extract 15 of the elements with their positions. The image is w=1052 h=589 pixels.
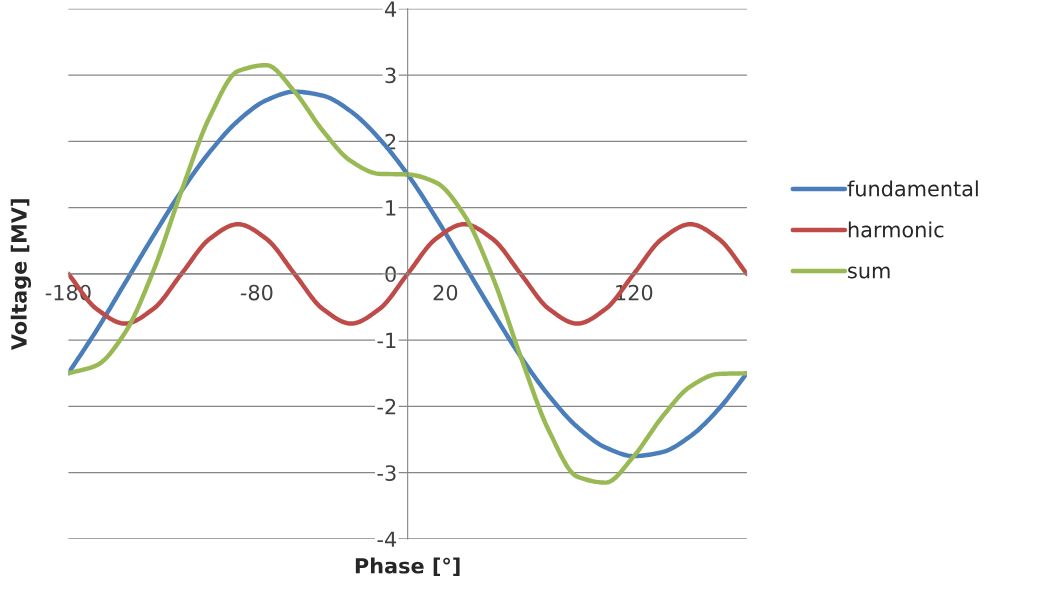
y-axis-title: Voltage [MV] xyxy=(10,199,32,351)
x-tick-label: 20 xyxy=(433,284,458,301)
y-tick-label: 3 xyxy=(385,67,396,84)
y-tick-label: 4 xyxy=(385,1,397,17)
x-tick-label: -80 xyxy=(240,284,273,301)
x-axis-title: Phase [°] xyxy=(355,557,460,577)
y-tick-label: -1 xyxy=(377,332,396,349)
legend-label: sum xyxy=(848,266,890,279)
y-tick-label: 1 xyxy=(386,200,396,216)
y-tick-label: 0 xyxy=(385,266,396,283)
legend-label: harmonic xyxy=(848,221,944,238)
y-tick-label: -2 xyxy=(377,398,396,415)
y-tick-label: -3 xyxy=(377,465,396,481)
legend-label: fundamental xyxy=(847,180,978,197)
y-tick-label: -4 xyxy=(377,531,397,547)
